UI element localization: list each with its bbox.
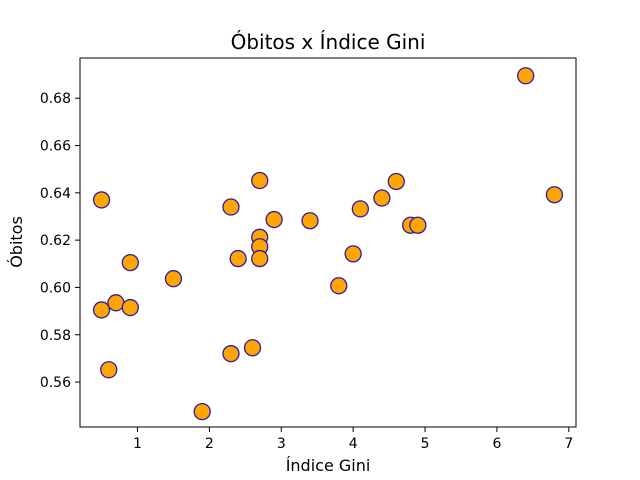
data-point: [351, 200, 369, 218]
data-point: [193, 402, 211, 421]
data-point: [222, 345, 240, 363]
data-point: [344, 245, 362, 263]
data-point: [164, 270, 183, 288]
data-point: [409, 216, 427, 234]
x-tick-label: 5: [421, 436, 430, 452]
chart-title: Óbitos x Índice Gini: [231, 30, 426, 54]
data-point: [251, 249, 269, 268]
y-tick-label: 0.62: [40, 233, 71, 249]
data-point: [301, 212, 319, 230]
data-point: [265, 210, 283, 229]
y-tick-label: 0.56: [40, 375, 71, 391]
data-point: [251, 171, 269, 190]
data-point: [243, 339, 262, 357]
x-axis-label: Índice Gini: [286, 456, 371, 475]
data-point: [121, 253, 139, 272]
data-point: [545, 186, 564, 204]
y-tick-label: 0.58: [40, 328, 71, 344]
data-point: [107, 294, 125, 312]
data-point: [121, 298, 139, 317]
data-points: [92, 67, 564, 421]
data-point: [92, 301, 111, 319]
data-point: [229, 249, 247, 268]
x-tick-label: 1: [133, 436, 142, 452]
y-tick-label: 0.68: [40, 91, 71, 107]
y-tick-label: 0.66: [40, 139, 71, 155]
data-point: [222, 198, 240, 216]
x-tick-label: 4: [349, 436, 358, 452]
x-tick-label: 2: [205, 436, 214, 452]
data-point: [373, 189, 391, 207]
x-axis: 1 2 3 4 5 6 7: [133, 427, 573, 452]
y-axis-label: Óbitos: [7, 216, 26, 268]
data-point: [517, 67, 535, 85]
data-point: [387, 172, 405, 191]
data-point: [100, 361, 118, 379]
x-tick-label: 7: [564, 436, 573, 452]
y-tick-label: 0.60: [40, 280, 71, 296]
data-point: [330, 277, 348, 295]
y-axis: 0.56 0.58 0.60 0.62 0.64 0.66 0.68: [40, 91, 80, 391]
plot-frame: [79, 57, 577, 428]
data-point: [92, 191, 111, 209]
y-tick-label: 0.64: [40, 186, 71, 202]
x-tick-label: 6: [492, 436, 501, 452]
x-tick-label: 3: [277, 436, 286, 452]
